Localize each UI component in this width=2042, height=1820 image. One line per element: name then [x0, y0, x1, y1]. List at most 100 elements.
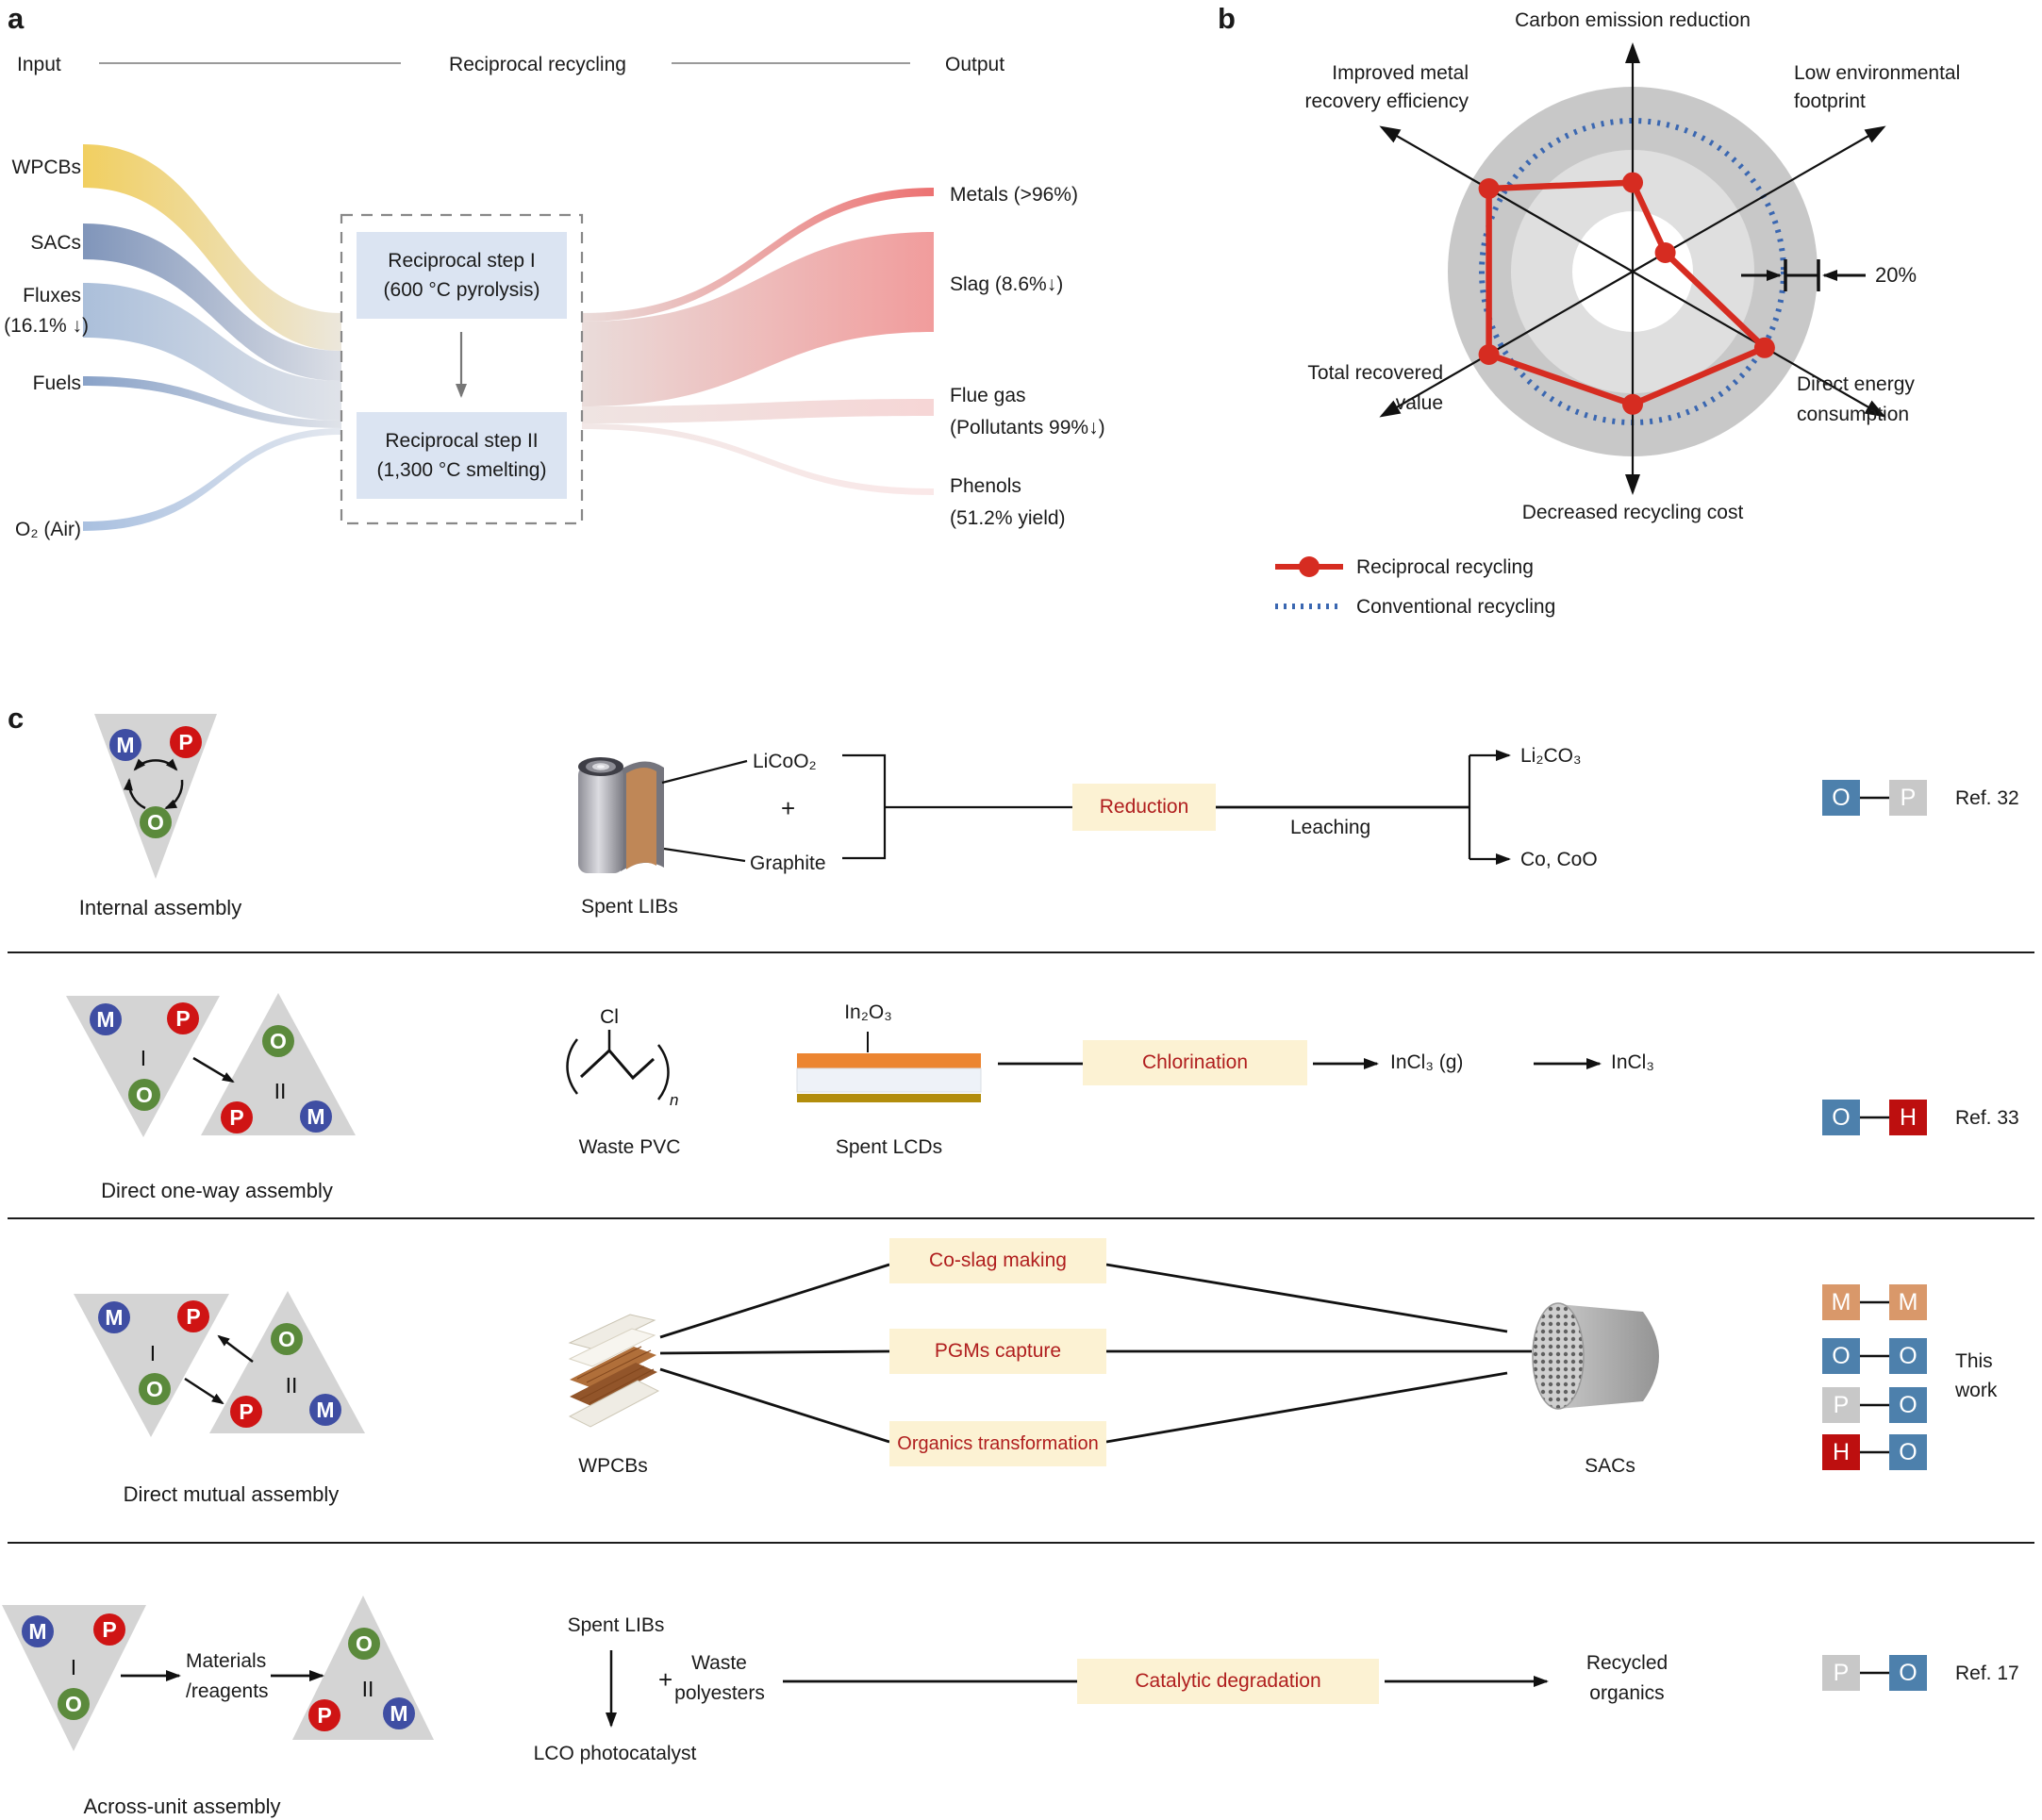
axis-label-improved-2: recovery efficiency	[1304, 91, 1469, 112]
node-m: M	[390, 1701, 407, 1726]
node-o: O	[278, 1327, 295, 1351]
node-o: O	[270, 1029, 287, 1053]
output-label-phenols1: Phenols	[950, 475, 1021, 497]
label-materials: Materials	[186, 1650, 267, 1672]
spent-lcd-illustration	[796, 1032, 982, 1102]
node-o: O	[65, 1692, 82, 1716]
label-reagents: /reagents	[186, 1680, 269, 1702]
spent-libs-battery-illustration	[578, 757, 664, 873]
legend-square-o: O	[1889, 1434, 1927, 1470]
reciprocal-step1-box: Reciprocal step I (600 °C pyrolysis)	[357, 232, 567, 319]
legend-square-h: H	[1822, 1434, 1860, 1470]
input-label-o2: O₂ (Air)	[15, 519, 81, 540]
input-label-sacs: SACs	[30, 232, 81, 254]
plus-sign-row1: +	[781, 794, 796, 822]
node-p: P	[239, 1399, 253, 1424]
radar-data-point	[1478, 344, 1500, 365]
unit-ii-label: II	[286, 1373, 298, 1398]
node-m: M	[307, 1104, 324, 1129]
input-label-fluxes: Fluxes	[23, 285, 81, 306]
plus-sign-row4: +	[658, 1665, 673, 1694]
legend-square-o: O	[1889, 1338, 1927, 1374]
label-polyesters: polyesters	[674, 1682, 765, 1704]
node-p: P	[175, 1006, 190, 1031]
legend-square-o: O	[1889, 1387, 1927, 1423]
legend-square-p: P	[1822, 1387, 1860, 1423]
input-label-wpcbs: WPCBs	[11, 157, 82, 178]
internal-assembly-diagram: M P O	[94, 714, 217, 879]
label-recycled: Recycled	[1585, 1652, 1668, 1674]
unit-i-label: I	[150, 1341, 156, 1365]
ref-17: Ref. 17	[1955, 1663, 2019, 1684]
axis-label-cost: Decreased recycling cost	[1521, 502, 1744, 523]
legend-label-reciprocal: Reciprocal recycling	[1356, 556, 1534, 578]
node-o: O	[147, 810, 164, 835]
reciprocal-step2-box: Reciprocal step II (1,300 °C smelting)	[357, 412, 567, 499]
flow-flue-gas	[582, 399, 934, 423]
step1-line2: (600 °C pyrolysis)	[383, 279, 540, 301]
output-header: Output	[945, 54, 1005, 75]
output-label-flue1: Flue gas	[950, 385, 1026, 406]
sacs-illustration	[1532, 1302, 1659, 1410]
reciprocal-recycling-header: Reciprocal recycling	[449, 54, 626, 75]
label-spent-libs-row4: Spent LIBs	[567, 1614, 665, 1636]
label-waste-pvc: Waste PVC	[578, 1136, 681, 1158]
node-p: P	[102, 1617, 116, 1642]
output-label-metals: Metals (>96%)	[950, 184, 1078, 206]
step2-line2: (1,300 °C smelting)	[376, 459, 547, 481]
this-work-2: work	[1955, 1380, 1998, 1401]
pvc-n-subscript: n	[670, 1091, 678, 1109]
node-p: P	[317, 1703, 331, 1728]
process-box-co-slag: Co-slag making	[889, 1238, 1106, 1283]
radar-scale-marker	[1741, 259, 1866, 291]
unit-ii-label: II	[362, 1677, 374, 1701]
label-licoo2: LiCoO₂	[753, 751, 817, 772]
axis-label-lowenv-2: footprint	[1794, 91, 1866, 112]
flow-metals	[582, 188, 934, 322]
radar-data-point	[1622, 393, 1643, 415]
wpcbs-illustration	[568, 1314, 660, 1428]
caption-direct-one-way: Direct one-way assembly	[101, 1179, 333, 1202]
radar-data-point	[1654, 242, 1676, 263]
flow-wpcbs	[83, 144, 341, 351]
label-wpcbs-row3: WPCBs	[578, 1455, 648, 1477]
axis-label-energy-1: Direct energy	[1797, 373, 1915, 395]
label-li2co3: Li₂CO₃	[1520, 745, 1582, 767]
node-o: O	[136, 1083, 153, 1107]
row1-connectors	[661, 750, 1889, 865]
label-lco-photocatalyst: LCO photocatalyst	[533, 1743, 697, 1764]
direct-one-way-assembly-diagram: M P O I O P M II	[66, 993, 356, 1137]
legend-dot-reciprocal	[1299, 556, 1320, 577]
process-box-reduction: Reduction	[1072, 784, 1216, 831]
node-o: O	[356, 1631, 373, 1656]
row4-connectors	[606, 1650, 1889, 1728]
label-leaching: Leaching	[1290, 817, 1371, 838]
label-waste: Waste	[691, 1652, 747, 1674]
flow-sacs	[83, 223, 341, 381]
unit-i-label: I	[141, 1046, 146, 1070]
label-co-coo: Co, CoO	[1520, 849, 1598, 870]
radar-data-point	[1622, 172, 1643, 193]
input-header: Input	[17, 54, 61, 75]
pvc-cl-label: Cl	[600, 1006, 619, 1028]
label-graphite: Graphite	[750, 852, 826, 874]
flow-fluxes	[83, 283, 341, 421]
scale-20pct-label: 20%	[1875, 263, 1917, 287]
axis-label-improved-1: Improved metal	[1332, 62, 1469, 84]
node-m: M	[105, 1305, 123, 1330]
node-m: M	[96, 1007, 114, 1032]
output-label-slag: Slag (8.6%↓)	[950, 273, 1064, 295]
legend-square-p: P	[1889, 780, 1927, 816]
unit-i-label: I	[71, 1655, 76, 1679]
label-spent-libs: Spent LIBs	[581, 896, 678, 918]
flow-slag	[582, 232, 934, 406]
legend-square-p: P	[1822, 1655, 1860, 1691]
label-in2o3: In₂O₃	[844, 1001, 892, 1023]
label-incl3-gas: InCl₃ (g)	[1390, 1051, 1464, 1073]
axis-label-lowenv-1: Low environmental	[1794, 62, 1961, 84]
caption-internal-assembly: Internal assembly	[78, 896, 242, 919]
label-organics: organics	[1589, 1682, 1665, 1704]
process-box-organics: Organics transformation	[889, 1421, 1106, 1466]
